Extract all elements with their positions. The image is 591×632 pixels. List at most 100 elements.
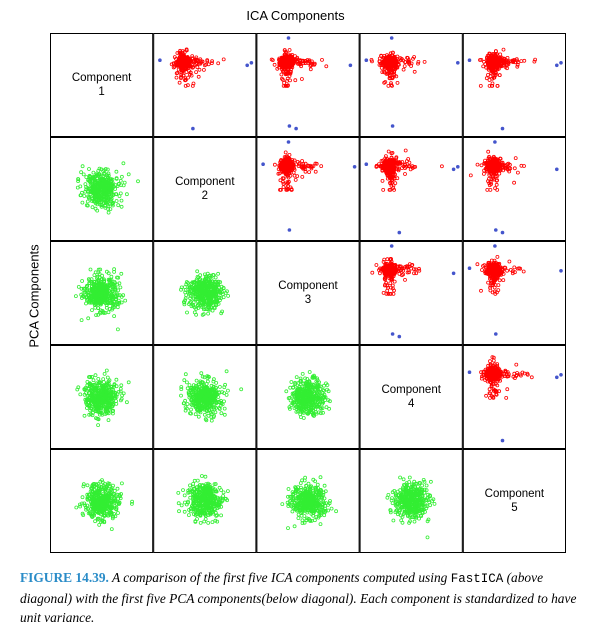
ica-point bbox=[175, 51, 180, 55]
pca-point bbox=[101, 201, 106, 205]
pca-point bbox=[86, 194, 91, 199]
pca-point bbox=[80, 279, 84, 283]
pca-point bbox=[88, 192, 93, 197]
pca-point bbox=[182, 285, 187, 290]
ica-point bbox=[386, 62, 391, 67]
ica-point bbox=[383, 80, 388, 84]
panel-5-4 bbox=[359, 449, 463, 553]
pca-point bbox=[86, 316, 91, 321]
ica-point bbox=[405, 56, 410, 60]
pca-point bbox=[216, 271, 221, 276]
pca-point bbox=[120, 174, 124, 179]
ica-point bbox=[481, 64, 486, 69]
ica-points-1-2 bbox=[169, 47, 226, 88]
ica-point bbox=[515, 58, 520, 63]
outlier-point bbox=[500, 230, 505, 235]
ica-point bbox=[286, 83, 290, 88]
ica-point bbox=[512, 180, 517, 185]
ica-point bbox=[307, 170, 312, 175]
ica-point bbox=[512, 265, 517, 270]
ica-point bbox=[180, 54, 184, 59]
outlier-point bbox=[191, 126, 195, 131]
ica-point bbox=[490, 81, 495, 86]
ica-point bbox=[478, 58, 482, 62]
ica-point bbox=[391, 69, 396, 74]
ica-point bbox=[180, 69, 185, 73]
ica-point bbox=[282, 81, 287, 85]
pca-point bbox=[87, 186, 92, 191]
pca-point bbox=[117, 182, 121, 187]
pca-point bbox=[102, 168, 107, 173]
ica-point bbox=[185, 56, 190, 61]
ica-point bbox=[288, 59, 293, 64]
ica-point bbox=[512, 166, 517, 171]
ica-point bbox=[521, 269, 526, 274]
ica-point bbox=[475, 262, 480, 267]
pca-point bbox=[90, 205, 95, 210]
ica-point bbox=[485, 187, 490, 192]
ica-point bbox=[399, 56, 404, 61]
ica-points-2-5 bbox=[468, 149, 526, 192]
ica-point bbox=[200, 59, 205, 64]
ica-point bbox=[299, 77, 304, 81]
diagonal-label-3-line-2: 3 bbox=[305, 294, 311, 306]
ica-point bbox=[403, 60, 408, 64]
ica-point bbox=[194, 70, 199, 74]
outlier-point bbox=[390, 332, 395, 336]
ica-point bbox=[384, 53, 389, 58]
ica-point bbox=[293, 78, 298, 83]
panel-1-4 bbox=[359, 33, 463, 137]
ica-points-3-4 bbox=[370, 256, 422, 296]
pca-point bbox=[85, 199, 90, 204]
ica-point bbox=[320, 57, 324, 62]
pca-point bbox=[90, 196, 95, 201]
panel-5-2 bbox=[153, 449, 257, 553]
pca-point bbox=[84, 203, 89, 208]
outlier-point bbox=[559, 61, 563, 65]
outlier-point bbox=[494, 228, 498, 232]
ica-point bbox=[179, 73, 184, 77]
ica-point bbox=[501, 47, 506, 52]
pca-point bbox=[102, 178, 107, 182]
ica-point bbox=[412, 69, 417, 74]
ica-point bbox=[307, 59, 312, 64]
ica-point bbox=[479, 288, 483, 293]
outlier-point bbox=[364, 162, 369, 166]
pca-point bbox=[88, 267, 93, 272]
ica-point bbox=[283, 150, 288, 155]
panel-3-2 bbox=[153, 241, 257, 345]
panel-4-1 bbox=[50, 345, 154, 449]
ica-point bbox=[493, 49, 498, 54]
pca-point bbox=[198, 273, 203, 278]
outlier-point bbox=[389, 36, 394, 40]
pca-point bbox=[119, 183, 123, 188]
ica-point bbox=[278, 178, 283, 183]
ica-point bbox=[505, 268, 510, 273]
ica-point bbox=[515, 62, 520, 67]
ica-point bbox=[407, 160, 412, 165]
ica-point bbox=[277, 65, 282, 70]
ica-point bbox=[384, 62, 389, 67]
outlier-point bbox=[286, 36, 291, 40]
ica-point bbox=[496, 283, 501, 288]
pca-point bbox=[75, 185, 80, 190]
pca-point bbox=[115, 305, 120, 310]
outlier-point bbox=[261, 162, 265, 166]
ica-point bbox=[183, 66, 187, 71]
pca-point bbox=[79, 170, 84, 175]
ica-point bbox=[191, 81, 196, 86]
panel-2-2 bbox=[153, 137, 257, 241]
ica-point bbox=[380, 178, 385, 183]
ica-point bbox=[174, 75, 179, 80]
pca-point bbox=[88, 175, 93, 180]
pca-point bbox=[114, 176, 119, 181]
ica-point bbox=[374, 263, 379, 267]
ica-point bbox=[177, 80, 182, 85]
ica-point bbox=[171, 61, 176, 66]
outlier-point bbox=[389, 244, 394, 248]
panel-3-5 bbox=[462, 241, 566, 345]
ica-point bbox=[281, 59, 286, 64]
pca-point bbox=[79, 318, 84, 323]
ica-point bbox=[280, 67, 285, 72]
panel-4-4 bbox=[359, 345, 463, 449]
